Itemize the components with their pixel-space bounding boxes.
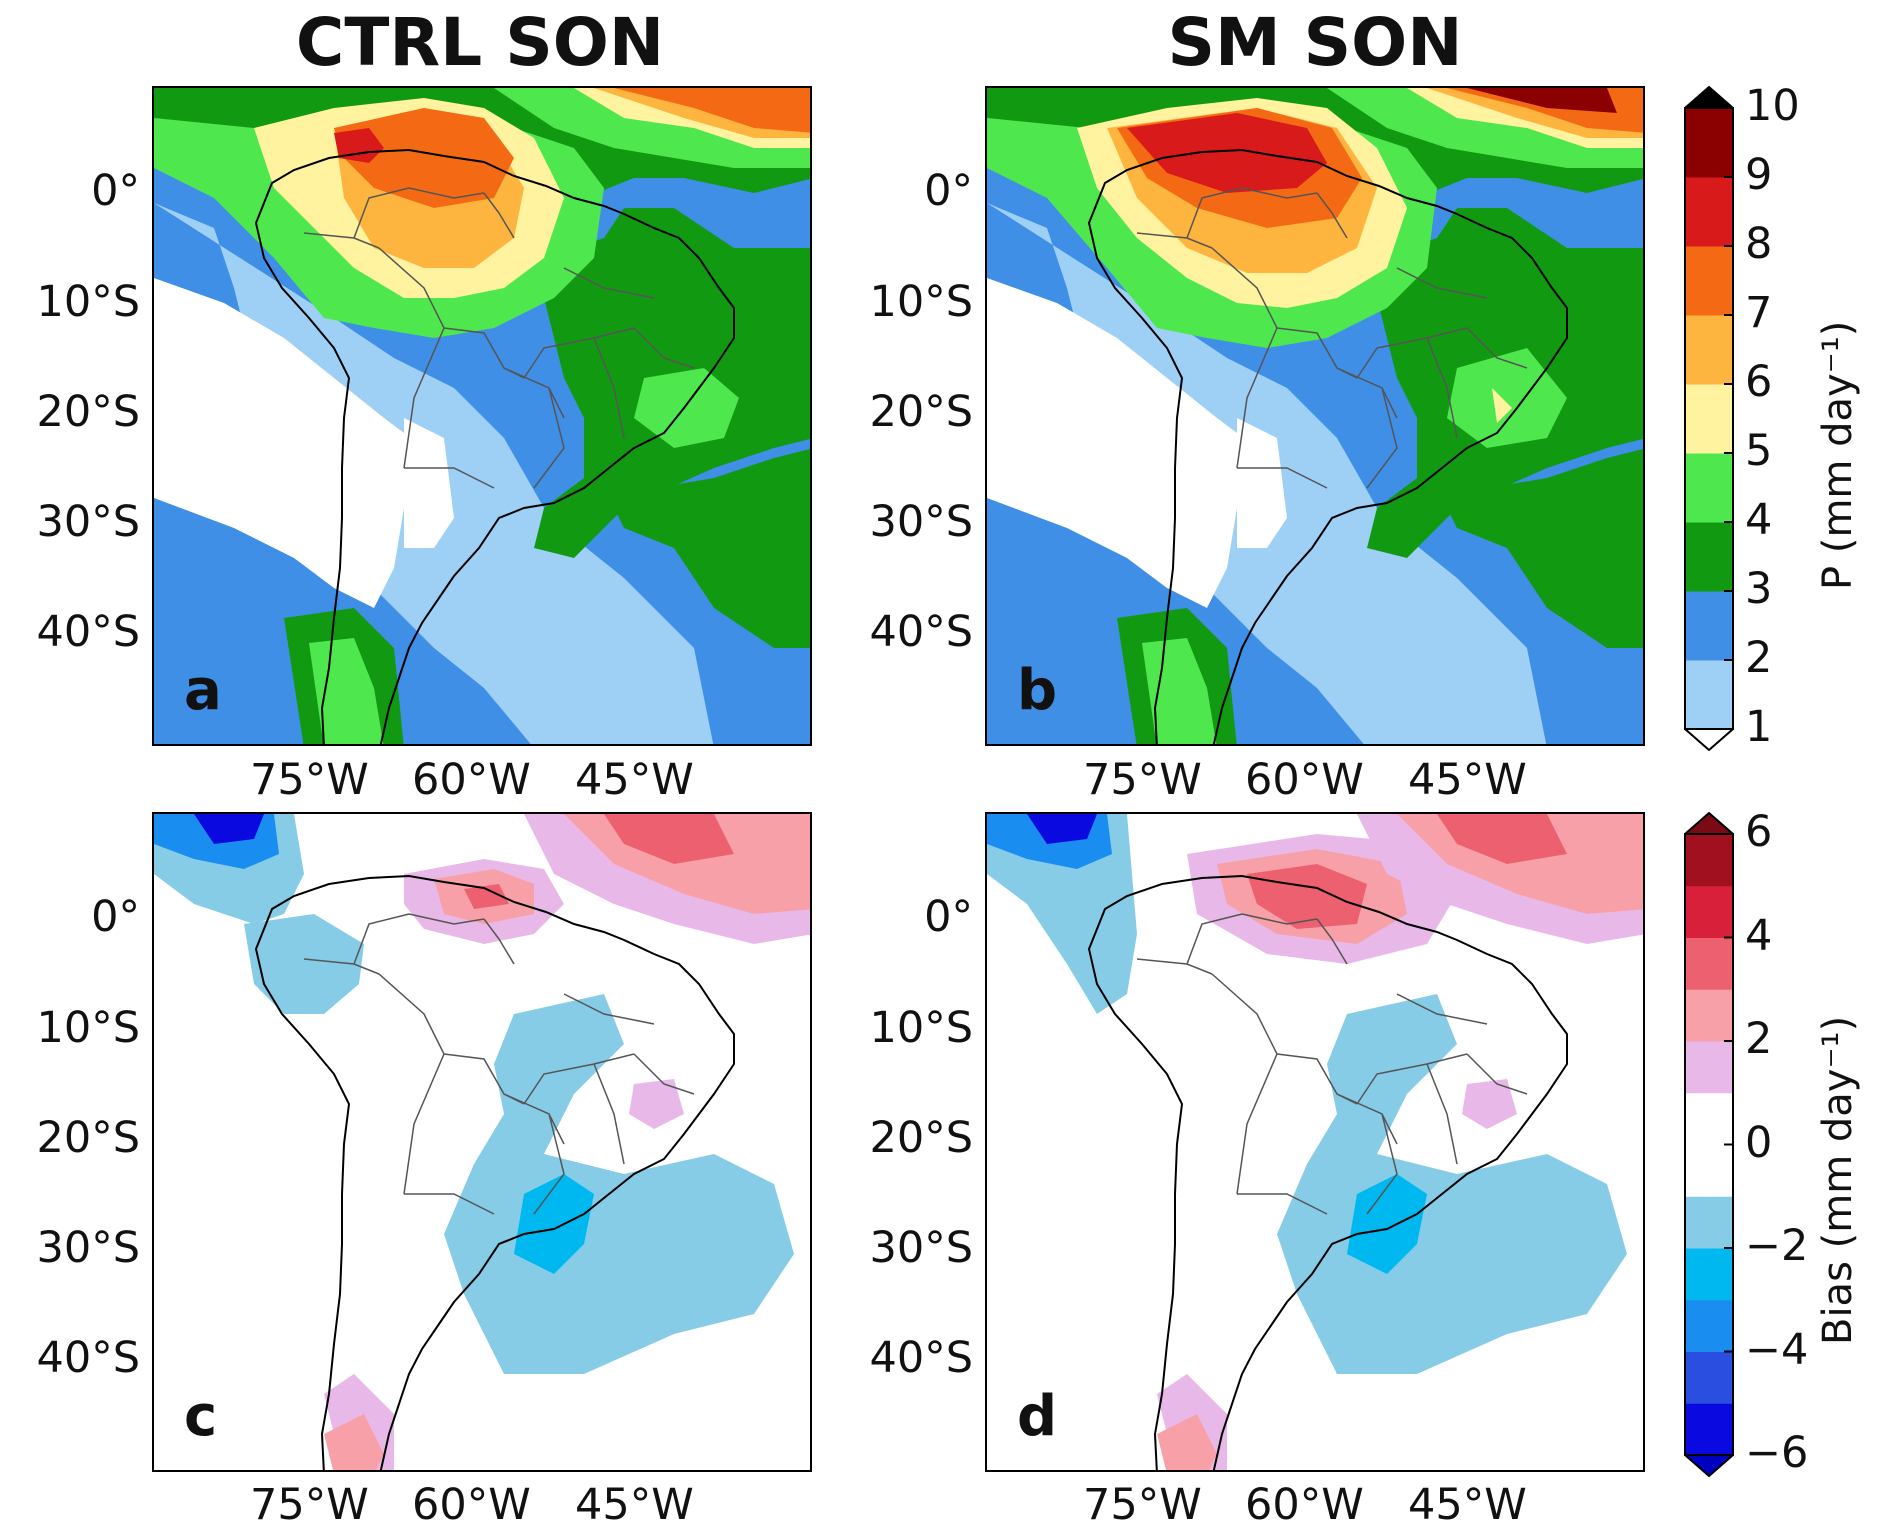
y-tick-20s: 20°S <box>869 387 973 437</box>
y-tick-40s: 40°S <box>36 1333 140 1383</box>
precip-colorbar-tick-label: 10 <box>1745 81 1800 131</box>
precip-colorbar-segment <box>1685 315 1733 385</box>
precip-colorbar-title: P (mm day⁻¹) <box>1815 320 1861 590</box>
precip-colorbar-tick-label: 8 <box>1745 219 1773 269</box>
x-tick-75w: 75°W <box>1083 755 1202 805</box>
bias-colorbar-segment <box>1685 1299 1733 1352</box>
map-panel-b: b <box>985 86 1645 746</box>
precip-colorbar-tick-label: 2 <box>1745 633 1773 683</box>
bias-colorbar <box>1684 812 1734 1477</box>
y-tick-30s: 30°S <box>36 1223 140 1273</box>
y-tick-10s: 10°S <box>36 1003 140 1053</box>
y-tick-10s: 10°S <box>869 277 973 327</box>
bias-colorbar-segment <box>1685 1248 1733 1301</box>
precip-colorbar-tick-label: 4 <box>1745 495 1773 545</box>
map-panel-c: c <box>152 812 812 1472</box>
bias-colorbar-tick-label: 6 <box>1745 807 1773 857</box>
precip-colorbar-segment <box>1685 384 1733 454</box>
precip-colorbar-tick-label: 1 <box>1745 702 1773 752</box>
y-tick-10s: 10°S <box>869 1003 973 1053</box>
bias-colorbar-tick-label: −4 <box>1745 1324 1809 1375</box>
y-tick-30s: 30°S <box>869 1223 973 1273</box>
bias-colorbar-tick-label: −6 <box>1745 1428 1809 1478</box>
precip-colorbar-over-extension <box>1684 86 1734 109</box>
precip-colorbar-tick-label: 7 <box>1745 288 1773 338</box>
precip-colorbar-tick-label: 6 <box>1745 357 1773 407</box>
panel-label-a: a <box>184 658 222 723</box>
y-tick-0: 0° <box>924 892 973 942</box>
y-tick-20s: 20°S <box>36 1113 140 1163</box>
x-tick-60w: 60°W <box>412 755 531 805</box>
x-tick-45w: 45°W <box>1408 1480 1527 1530</box>
bias-colorbar-over-extension <box>1684 812 1734 835</box>
bias-colorbar-tick-label: 2 <box>1745 1014 1773 1064</box>
precip-colorbar-under-extension <box>1684 728 1734 751</box>
bias-colorbar-tick-label: 0 <box>1745 1117 1773 1168</box>
title-right: SM SON <box>1167 4 1463 81</box>
precip-colorbar-segment <box>1685 660 1733 730</box>
panel-label-b: b <box>1017 658 1058 723</box>
bias-colorbar-segment <box>1685 989 1733 1042</box>
x-tick-60w: 60°W <box>412 1480 531 1530</box>
bias-colorbar-title: Bias (mm day⁻¹) <box>1815 1015 1861 1345</box>
y-tick-40s: 40°S <box>36 607 140 657</box>
y-tick-20s: 20°S <box>36 387 140 437</box>
map-panel-d: d <box>985 812 1645 1472</box>
title-left: CTRL SON <box>295 4 665 81</box>
x-tick-60w: 60°W <box>1245 755 1364 805</box>
y-tick-0: 0° <box>91 892 140 942</box>
y-tick-40s: 40°S <box>869 607 973 657</box>
x-tick-45w: 45°W <box>1408 755 1527 805</box>
y-tick-30s: 30°S <box>36 497 140 547</box>
bias-colorbar-segment <box>1685 1196 1733 1249</box>
x-tick-75w: 75°W <box>250 1480 369 1530</box>
map-panel-a: a <box>152 86 812 746</box>
x-tick-75w: 75°W <box>250 755 369 805</box>
precip-colorbar-tick-label: 9 <box>1745 150 1773 200</box>
precip-colorbar-segment <box>1685 246 1733 316</box>
x-tick-75w: 75°W <box>1083 1480 1202 1530</box>
bias-colorbar-segment <box>1685 834 1733 887</box>
bias-colorbar-segment <box>1685 1351 1733 1404</box>
bias-colorbar-segment <box>1685 1092 1733 1145</box>
precip-colorbar-segment <box>1685 453 1733 523</box>
precip-colorbar-frame <box>1684 107 1734 730</box>
y-tick-0: 0° <box>924 166 973 216</box>
bias-colorbar-segment <box>1685 937 1733 990</box>
bias-colorbar-tick-label: −2 <box>1745 1221 1809 1271</box>
bias-colorbar-segment <box>1685 1144 1733 1197</box>
precip-colorbar-tick-label: 3 <box>1745 564 1773 614</box>
precip-colorbar-segment <box>1685 108 1733 178</box>
bias-colorbar-segment <box>1685 885 1733 938</box>
precip-colorbar-segment <box>1685 177 1733 247</box>
precip-colorbar-tick-label: 5 <box>1745 426 1773 476</box>
bias-colorbar-segment <box>1685 1403 1733 1456</box>
y-tick-10s: 10°S <box>36 277 140 327</box>
x-tick-60w: 60°W <box>1245 1480 1364 1530</box>
x-tick-45w: 45°W <box>575 755 694 805</box>
y-tick-20s: 20°S <box>869 1113 973 1163</box>
panel-label-d: d <box>1017 1384 1058 1449</box>
bias-colorbar-segment <box>1685 1041 1733 1094</box>
precip-colorbar-segment <box>1685 591 1733 661</box>
panel-label-c: c <box>184 1384 218 1449</box>
bias-colorbar-under-extension <box>1684 1454 1734 1477</box>
x-tick-45w: 45°W <box>575 1480 694 1530</box>
precip-colorbar-segment <box>1685 522 1733 592</box>
y-tick-0: 0° <box>91 166 140 216</box>
precip-colorbar <box>1684 86 1734 751</box>
bias-colorbar-tick-label: 4 <box>1745 910 1773 961</box>
y-tick-30s: 30°S <box>869 497 973 547</box>
y-tick-40s: 40°S <box>869 1333 973 1383</box>
